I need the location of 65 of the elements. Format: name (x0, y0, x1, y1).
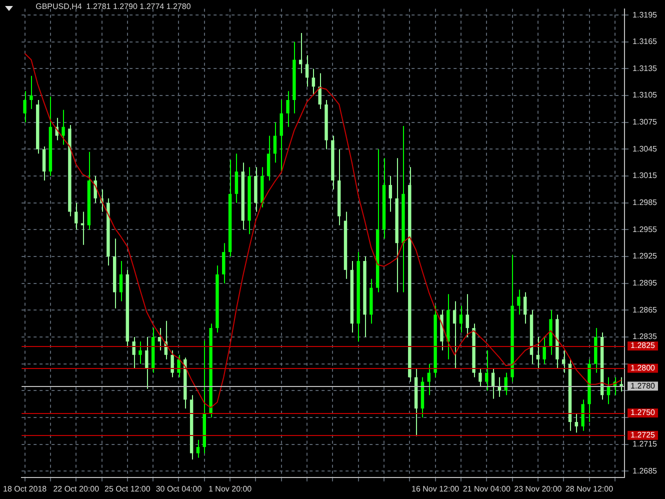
x-tick-label: 16 Nov 12:00 (412, 484, 460, 494)
y-tick-label: 1.3135 (632, 64, 658, 73)
candlestick (196, 439, 200, 458)
candlestick (478, 368, 482, 387)
candlestick (286, 90, 290, 128)
candlestick (305, 54, 309, 88)
candlestick (234, 153, 238, 204)
candlestick (62, 109, 65, 146)
y-tick-label: 1.3195 (632, 10, 658, 20)
x-tick-label: 28 Nov 12:00 (565, 484, 614, 494)
candlestick (524, 292, 527, 324)
candlestick (491, 368, 495, 400)
candlestick (574, 412, 578, 434)
y-tick-label: 1.3165 (632, 37, 658, 46)
chart-title: GBPUSD,H4 1.2781 1.2790 1.2774 1.2780 (36, 2, 192, 12)
x-tick-label: 21 Nov 04:00 (462, 484, 511, 494)
y-tick-label: 1.3015 (632, 171, 658, 180)
candlestick (280, 100, 283, 172)
y-tick-label: 1.3045 (632, 144, 658, 154)
candlestick (138, 340, 142, 364)
ref-line-label: 1.2725 (630, 430, 656, 440)
y-tick-label: 1.2955 (632, 224, 658, 234)
candlestick (620, 376, 623, 392)
candlestick (517, 289, 520, 316)
ref-line-label: 1.2780 (630, 381, 656, 390)
candlestick (145, 336, 148, 390)
y-tick-label: 1.2985 (632, 198, 658, 208)
y-tick-label: 1.2895 (632, 278, 658, 288)
x-tick-label: 1 Nov 20:00 (208, 484, 252, 494)
candlestick (459, 305, 463, 334)
candlestick (536, 336, 540, 369)
candlestick (23, 90, 26, 123)
candlestick (132, 336, 136, 369)
candlestick (158, 328, 162, 351)
candlestick (177, 354, 180, 378)
candlestick (170, 350, 174, 378)
x-tick-label: 18 Oct 2018 (3, 484, 48, 494)
y-tick-label: 1.2715 (632, 440, 658, 449)
candlestick (74, 202, 78, 230)
y-tick-label: 1.2835 (632, 332, 658, 342)
x-tick-label: 22 Oct 20:00 (53, 484, 100, 494)
x-tick-label: 23 Nov 20:00 (514, 484, 562, 494)
y-tick-label: 1.2685 (632, 466, 658, 476)
candlestick (30, 75, 33, 110)
x-tick-label: 30 Oct 04:00 (156, 484, 202, 494)
y-tick-label: 1.3105 (632, 90, 658, 100)
y-tick-label: 1.3075 (632, 118, 658, 127)
candlestick (581, 399, 584, 432)
candlestick (388, 176, 392, 212)
ref-line-label: 1.2800 (630, 364, 656, 372)
candlestick (42, 146, 46, 181)
candlestick (80, 211, 84, 246)
ref-line-label: 1.2750 (630, 408, 656, 418)
candlestick (266, 135, 270, 181)
candlestick (452, 300, 456, 369)
candlestick (119, 260, 123, 302)
candlestick (466, 294, 469, 338)
y-tick-label: 1.2865 (632, 305, 658, 314)
y-tick-label: 1.2925 (632, 252, 658, 261)
candlestick (273, 122, 277, 164)
x-tick-label: 25 Oct 12:00 (104, 484, 151, 494)
candlestick (562, 350, 566, 374)
ref-line-label: 1.2825 (630, 341, 656, 350)
candlestick (312, 68, 316, 96)
candlestick (222, 242, 226, 284)
